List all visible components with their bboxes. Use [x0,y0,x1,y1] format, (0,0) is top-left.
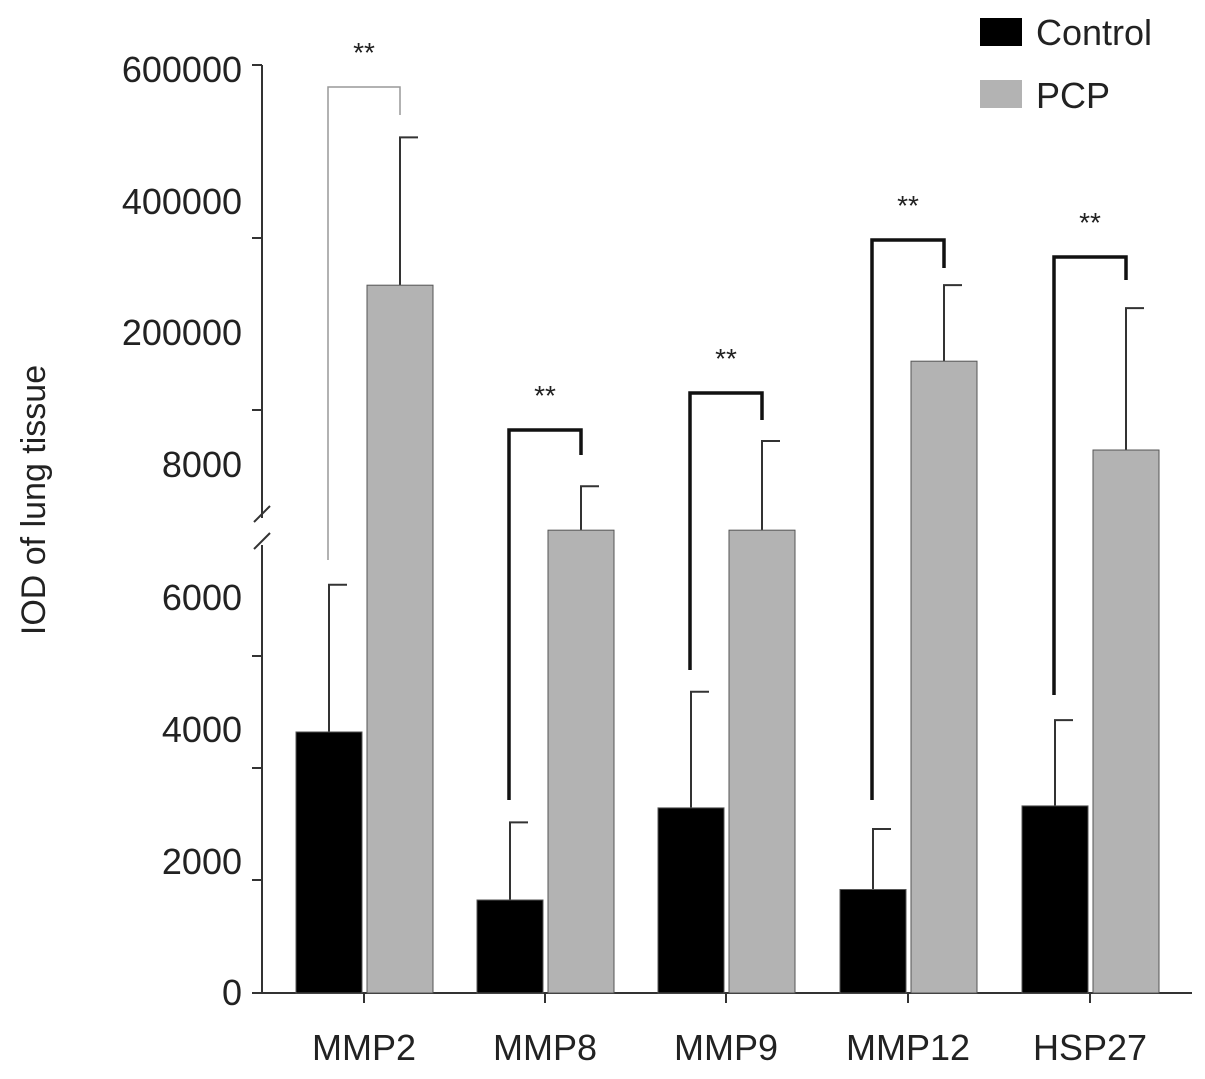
significance-label: ** [897,190,919,221]
significance-bracket [507,428,583,800]
bar-pcp-mmp8 [547,529,615,994]
legend-swatch-pcp [980,80,1022,108]
y-tick-label: 400000 [122,181,242,222]
x-tick-label: HSP27 [1033,1027,1147,1068]
y-tick-label: 2000 [162,841,242,882]
significance-bracket [688,391,764,670]
bar-pcp-hsp27 [1092,449,1160,994]
bar-control-mmp9 [657,807,725,994]
bar-control-mmp2 [295,731,363,994]
y-tick-label: 0 [222,972,242,1013]
significance-bracket [327,86,401,560]
legend-label-control: Control [1036,12,1152,53]
y-tick-label: 8000 [162,444,242,485]
bar-pcp-mmp9 [728,529,796,994]
x-tick-label: MMP2 [312,1027,416,1068]
significance-label: ** [715,343,737,374]
y-tick-label: 4000 [162,709,242,750]
axis-break-mark [253,532,271,550]
bar-pcp-mmp2 [366,284,434,994]
bar-control-mmp12 [839,889,907,994]
bar-control-hsp27 [1021,805,1089,994]
y-tick-label: 600000 [122,49,242,90]
bar-control-mmp8 [476,899,544,994]
y-axis-label: IOD of lung tissue [15,365,53,635]
x-tick-label: MMP9 [674,1027,778,1068]
significance-bracket [1052,255,1128,695]
y-tick-label: 200000 [122,312,242,353]
y-tick-label: 6000 [162,577,242,618]
significance-label: ** [353,37,375,68]
significance-bracket [870,238,946,800]
significance-label: ** [1079,207,1101,238]
legend: Control PCP [980,12,1152,116]
significance-label: ** [534,380,556,411]
x-tick-label: MMP8 [493,1027,597,1068]
x-tick-label: MMP12 [846,1027,970,1068]
axis-break-mark [253,505,271,523]
bar-pcp-mmp12 [910,360,978,994]
legend-label-pcp: PCP [1036,75,1110,116]
legend-swatch-control [980,18,1022,46]
